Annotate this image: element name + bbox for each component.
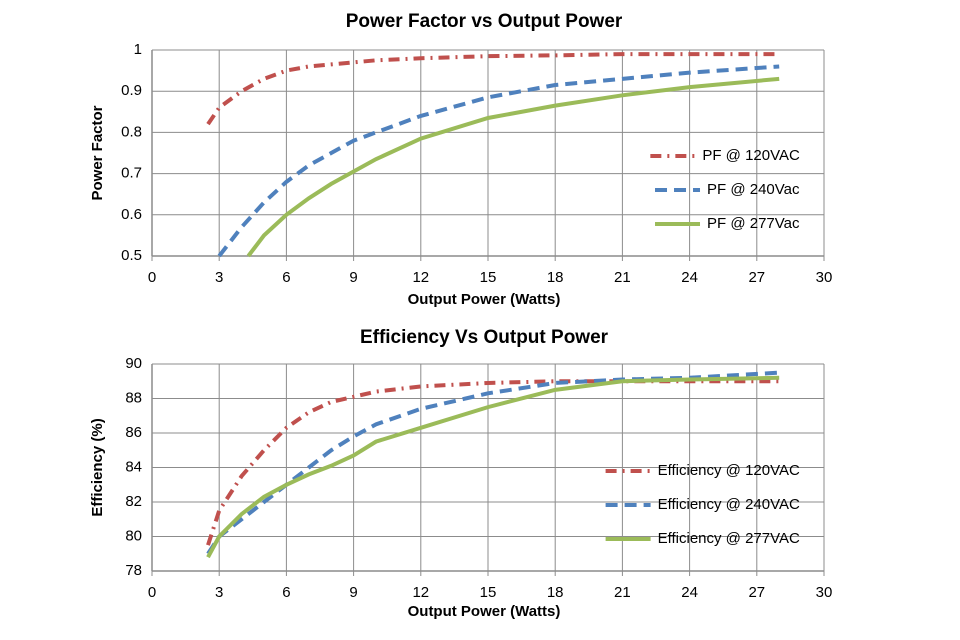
legend-label: Efficiency @ 120VAC [658, 462, 800, 479]
series-line [206, 52, 780, 126]
x-tick-label: 24 [681, 584, 698, 601]
y-tick-label: 0.8 [121, 123, 142, 140]
x-tick-label: 6 [282, 269, 290, 286]
x-tick-label: 24 [681, 269, 698, 286]
legend-label: PF @ 277Vac [707, 215, 800, 232]
x-tick-label: 27 [748, 269, 765, 286]
legend-label: PF @ 120VAC [702, 147, 800, 164]
y-tick-label: 90 [125, 355, 142, 372]
x-axis-label: Output Power (Watts) [408, 603, 561, 620]
series-line [217, 64, 780, 258]
x-tick-label: 30 [816, 269, 833, 286]
x-tick-label: 15 [480, 269, 497, 286]
chart-title: Power Factor vs Output Power [346, 11, 623, 32]
series-line [206, 370, 780, 555]
legend-label: Efficiency @ 240VAC [658, 496, 800, 513]
y-tick-label: 1 [134, 41, 142, 58]
x-tick-label: 12 [412, 269, 429, 286]
x-tick-label: 12 [412, 584, 429, 601]
x-tick-label: 9 [349, 584, 357, 601]
x-tick-label: 18 [547, 584, 564, 601]
series-line [206, 375, 780, 559]
y-tick-label: 84 [125, 458, 142, 475]
x-tick-label: 3 [215, 584, 223, 601]
x-tick-label: 21 [614, 584, 631, 601]
x-tick-label: 30 [816, 584, 833, 601]
y-tick-label: 82 [125, 493, 142, 510]
x-tick-label: 0 [148, 584, 156, 601]
x-tick-label: 21 [614, 269, 631, 286]
y-tick-label: 0.7 [121, 165, 142, 182]
x-tick-label: 6 [282, 584, 290, 601]
chart-title: Efficiency Vs Output Power [360, 327, 609, 348]
x-tick-label: 15 [480, 584, 497, 601]
x-tick-label: 18 [547, 269, 564, 286]
y-tick-label: 0.5 [121, 247, 142, 264]
x-tick-label: 0 [148, 269, 156, 286]
x-tick-label: 3 [215, 269, 223, 286]
legend-label: PF @ 240Vac [707, 181, 800, 198]
y-tick-label: 86 [125, 424, 142, 441]
y-tick-label: 0.6 [121, 206, 142, 223]
x-tick-label: 27 [748, 584, 765, 601]
x-tick-label: 9 [349, 269, 357, 286]
y-tick-label: 88 [125, 389, 142, 406]
x-axis-label: Output Power (Watts) [408, 291, 561, 308]
series-line [206, 379, 780, 546]
series-line [246, 76, 780, 258]
legend-label: Efficiency @ 277VAC [658, 530, 800, 547]
y-tick-label: 78 [125, 562, 142, 579]
y-axis-label: Power Factor [89, 105, 106, 200]
y-tick-label: 80 [125, 527, 142, 544]
y-tick-label: 0.9 [121, 82, 142, 99]
y-axis-label: Efficiency (%) [89, 418, 106, 516]
